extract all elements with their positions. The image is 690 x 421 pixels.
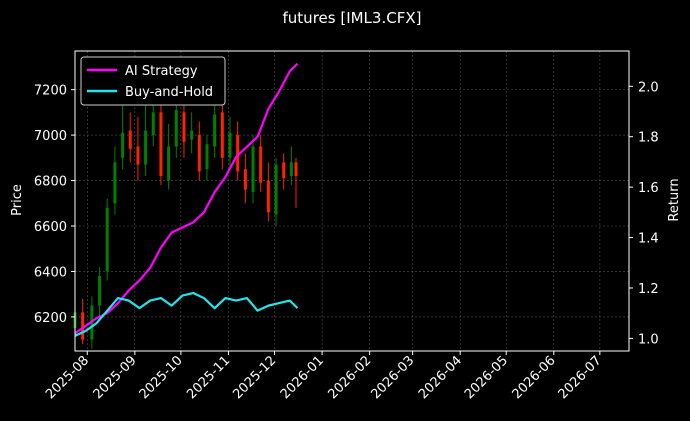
candle-body	[282, 162, 286, 179]
candle-body	[289, 162, 293, 176]
legend-label-buy-and-hold: Buy-and-Hold	[125, 85, 213, 100]
candle-body	[236, 135, 240, 172]
y-axis-return: 1.0 1.2 1.4 1.6 1.8 2.0	[629, 80, 659, 347]
candle-body	[105, 207, 109, 272]
y2-tick-label: 1.8	[638, 131, 659, 146]
return-lines	[74, 62, 299, 337]
legend: AI Strategy Buy-and-Hold	[80, 56, 226, 106]
y2-tick-label: 1.6	[638, 181, 659, 196]
candle-body	[159, 112, 163, 176]
y2-tick-label: 1.0	[638, 332, 659, 347]
candle-body	[213, 114, 217, 147]
candle-body	[266, 180, 270, 213]
candle-body	[220, 112, 224, 158]
candle-body	[190, 130, 194, 140]
candle-body	[98, 276, 102, 306]
candle-body	[228, 132, 232, 158]
y2-tick-label: 1.2	[638, 282, 659, 297]
candlestick-series	[73, 78, 298, 349]
candle-body	[121, 132, 125, 158]
candle-body	[197, 135, 201, 172]
y-tick-label: 7000	[34, 129, 67, 144]
chart-title: futures [IML3.CFX]	[283, 9, 422, 27]
candle-body	[259, 146, 263, 183]
candle-body	[128, 130, 132, 149]
line-buy-and-hold	[74, 291, 299, 337]
candle-body	[144, 130, 148, 165]
candle-body	[294, 162, 298, 176]
candle-body	[136, 146, 140, 165]
candle-body	[113, 162, 117, 204]
plot-frame	[74, 50, 630, 352]
y-tick-label: 6400	[34, 265, 67, 280]
candle-body	[182, 112, 186, 142]
legend-label-ai-strategy: AI Strategy	[125, 64, 198, 79]
y-tick-label: 7200	[34, 84, 67, 99]
y-tick-label: 6200	[34, 311, 67, 326]
candle-body	[205, 144, 209, 170]
y2-tick-label: 2.0	[638, 80, 659, 95]
y-tick-label: 6800	[34, 175, 67, 190]
y-axis-price: 6200 6400 6600 6800 7000 7200	[34, 84, 75, 326]
candle-body	[274, 164, 278, 215]
candle-body	[251, 146, 255, 192]
candle-body	[167, 146, 171, 181]
candle-body	[151, 112, 155, 136]
y2-axis-label: Return	[667, 178, 682, 221]
candle-body	[174, 110, 178, 147]
candle-body	[243, 169, 247, 190]
y-tick-label: 6600	[34, 220, 67, 235]
y-axis-label: Price	[10, 184, 25, 216]
line-ai-strategy	[74, 62, 299, 335]
y2-tick-label: 1.4	[638, 232, 659, 247]
candle-body	[81, 312, 85, 340]
